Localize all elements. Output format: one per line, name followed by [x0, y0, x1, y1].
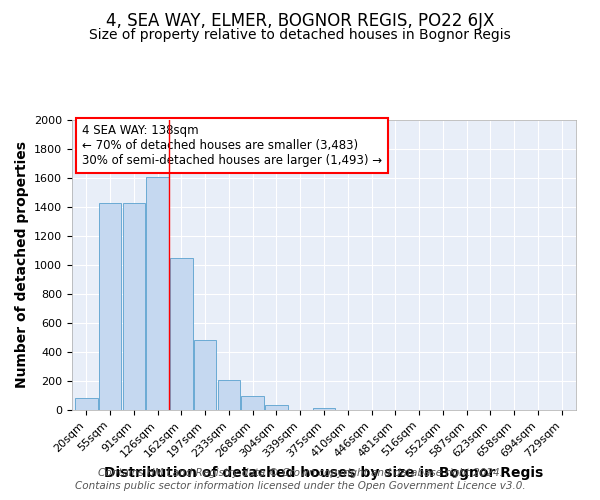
Bar — [122, 202, 145, 410]
Bar — [265, 405, 288, 410]
Bar — [218, 380, 240, 410]
Bar — [75, 398, 98, 410]
Bar — [313, 408, 335, 410]
Bar — [241, 396, 264, 410]
Bar — [99, 202, 121, 410]
Text: Contains public sector information licensed under the Open Government Licence v3: Contains public sector information licen… — [74, 481, 526, 491]
Text: Contains HM Land Registry data © Crown copyright and database right 2024.: Contains HM Land Registry data © Crown c… — [98, 468, 502, 477]
Y-axis label: Number of detached properties: Number of detached properties — [14, 142, 29, 388]
Bar — [194, 340, 217, 410]
Bar — [146, 176, 169, 410]
Text: 4, SEA WAY, ELMER, BOGNOR REGIS, PO22 6JX: 4, SEA WAY, ELMER, BOGNOR REGIS, PO22 6J… — [106, 12, 494, 30]
Text: Size of property relative to detached houses in Bognor Regis: Size of property relative to detached ho… — [89, 28, 511, 42]
Text: 4 SEA WAY: 138sqm
← 70% of detached houses are smaller (3,483)
30% of semi-detac: 4 SEA WAY: 138sqm ← 70% of detached hous… — [82, 124, 382, 168]
Bar — [170, 258, 193, 410]
X-axis label: Distribution of detached houses by size in Bognor Regis: Distribution of detached houses by size … — [104, 466, 544, 479]
